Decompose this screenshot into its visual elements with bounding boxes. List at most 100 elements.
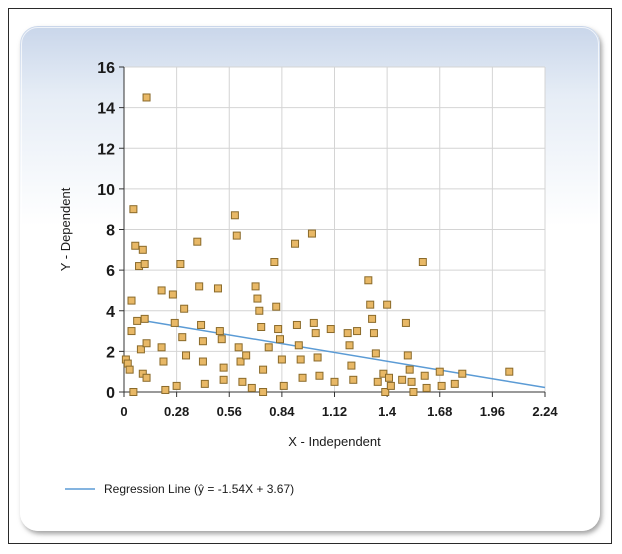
data-point	[294, 341, 303, 350]
data-point	[127, 327, 136, 336]
data-point	[315, 371, 324, 380]
y-tick-label: 6	[106, 263, 115, 280]
chart-card-border	[21, 27, 599, 530]
data-point	[401, 318, 410, 327]
data-point	[195, 282, 204, 291]
x-tick-label: 1.96	[480, 404, 505, 419]
data-point	[140, 314, 149, 323]
x-tick-label: 0.56	[217, 404, 242, 419]
data-point	[157, 286, 166, 295]
data-point	[257, 323, 266, 331]
legend: Regression Line (ŷ = -1.54X + 3.67)	[65, 482, 294, 496]
data-point	[371, 349, 380, 358]
data-point	[182, 351, 191, 360]
x-tick-label: 0.84	[269, 404, 295, 419]
data-point	[259, 365, 268, 374]
y-tick-label: 14	[97, 101, 115, 118]
regression-line	[142, 319, 546, 389]
data-point	[247, 383, 256, 392]
y-tick-label: 0	[106, 385, 115, 402]
data-point	[238, 377, 247, 386]
data-point	[407, 377, 416, 386]
data-point	[458, 369, 467, 378]
data-point	[136, 345, 145, 354]
data-point	[373, 377, 382, 386]
data-point	[230, 211, 239, 220]
data-point	[131, 241, 140, 250]
data-point	[409, 388, 418, 396]
data-point	[129, 205, 138, 214]
data-point	[403, 351, 412, 360]
data-point	[275, 335, 284, 344]
data-point	[368, 314, 377, 323]
data-point	[381, 388, 390, 396]
data-point	[193, 237, 202, 246]
data-point	[437, 381, 446, 390]
data-point	[198, 337, 207, 346]
y-tick-label: 12	[97, 141, 115, 158]
data-point	[125, 365, 134, 374]
data-point	[242, 351, 251, 360]
data-point	[236, 357, 245, 366]
data-point	[159, 357, 168, 366]
data-point	[296, 355, 305, 364]
data-point	[292, 320, 301, 329]
data-point	[161, 385, 170, 394]
data-point	[264, 343, 273, 352]
data-point	[385, 373, 394, 382]
data-point	[255, 306, 264, 315]
data-point	[251, 282, 260, 291]
data-point	[140, 260, 149, 269]
data-point	[420, 371, 429, 380]
data-point	[219, 375, 228, 384]
data-point	[345, 341, 354, 350]
data-point	[347, 361, 356, 370]
data-point	[364, 276, 373, 285]
x-tick-label: 2.24	[532, 404, 558, 419]
data-point	[176, 260, 185, 269]
data-point	[133, 316, 142, 325]
data-point	[405, 365, 414, 374]
data-point	[383, 300, 392, 309]
legend-label: Regression Line (ŷ = -1.54X + 3.67)	[104, 482, 294, 496]
data-point	[505, 367, 514, 376]
x-tick-label: 1.12	[322, 404, 347, 419]
data-point	[198, 357, 207, 366]
data-point	[418, 258, 427, 266]
data-point	[142, 373, 151, 382]
data-point	[219, 363, 228, 372]
data-point	[142, 93, 151, 102]
data-point	[232, 231, 241, 240]
data-point	[138, 245, 147, 254]
data-point	[311, 329, 320, 338]
x-tick-label: 0	[120, 404, 127, 419]
data-point	[435, 367, 444, 376]
data-point	[330, 377, 339, 386]
data-point	[259, 388, 268, 396]
data-point	[349, 375, 358, 384]
data-point	[142, 339, 151, 348]
regression-line-group	[142, 319, 546, 389]
axes: 0 0.28 0.56 0.84 1.12 1.4 1.68 1.96 2.24 0 2 4 6 8 10 1…	[97, 60, 558, 419]
y-tick-label: 4	[106, 304, 115, 321]
data-point	[157, 343, 166, 352]
data-point	[450, 379, 459, 388]
data-point	[343, 329, 352, 338]
data-point	[253, 294, 262, 303]
data-point	[172, 381, 181, 390]
data-point	[197, 320, 206, 329]
y-tick-label: 8	[106, 223, 115, 240]
y-axis-title: Y - Dependent	[58, 187, 73, 271]
data-point	[326, 325, 335, 334]
data-point	[234, 343, 243, 352]
y-tick-label: 2	[106, 344, 115, 361]
x-tick-label: 1.68	[427, 404, 452, 419]
data-point	[127, 296, 136, 305]
data-points	[121, 93, 514, 396]
data-point	[270, 258, 279, 266]
data-point	[298, 373, 307, 382]
data-point	[274, 325, 283, 334]
data-point	[170, 318, 179, 327]
grid	[124, 66, 546, 392]
